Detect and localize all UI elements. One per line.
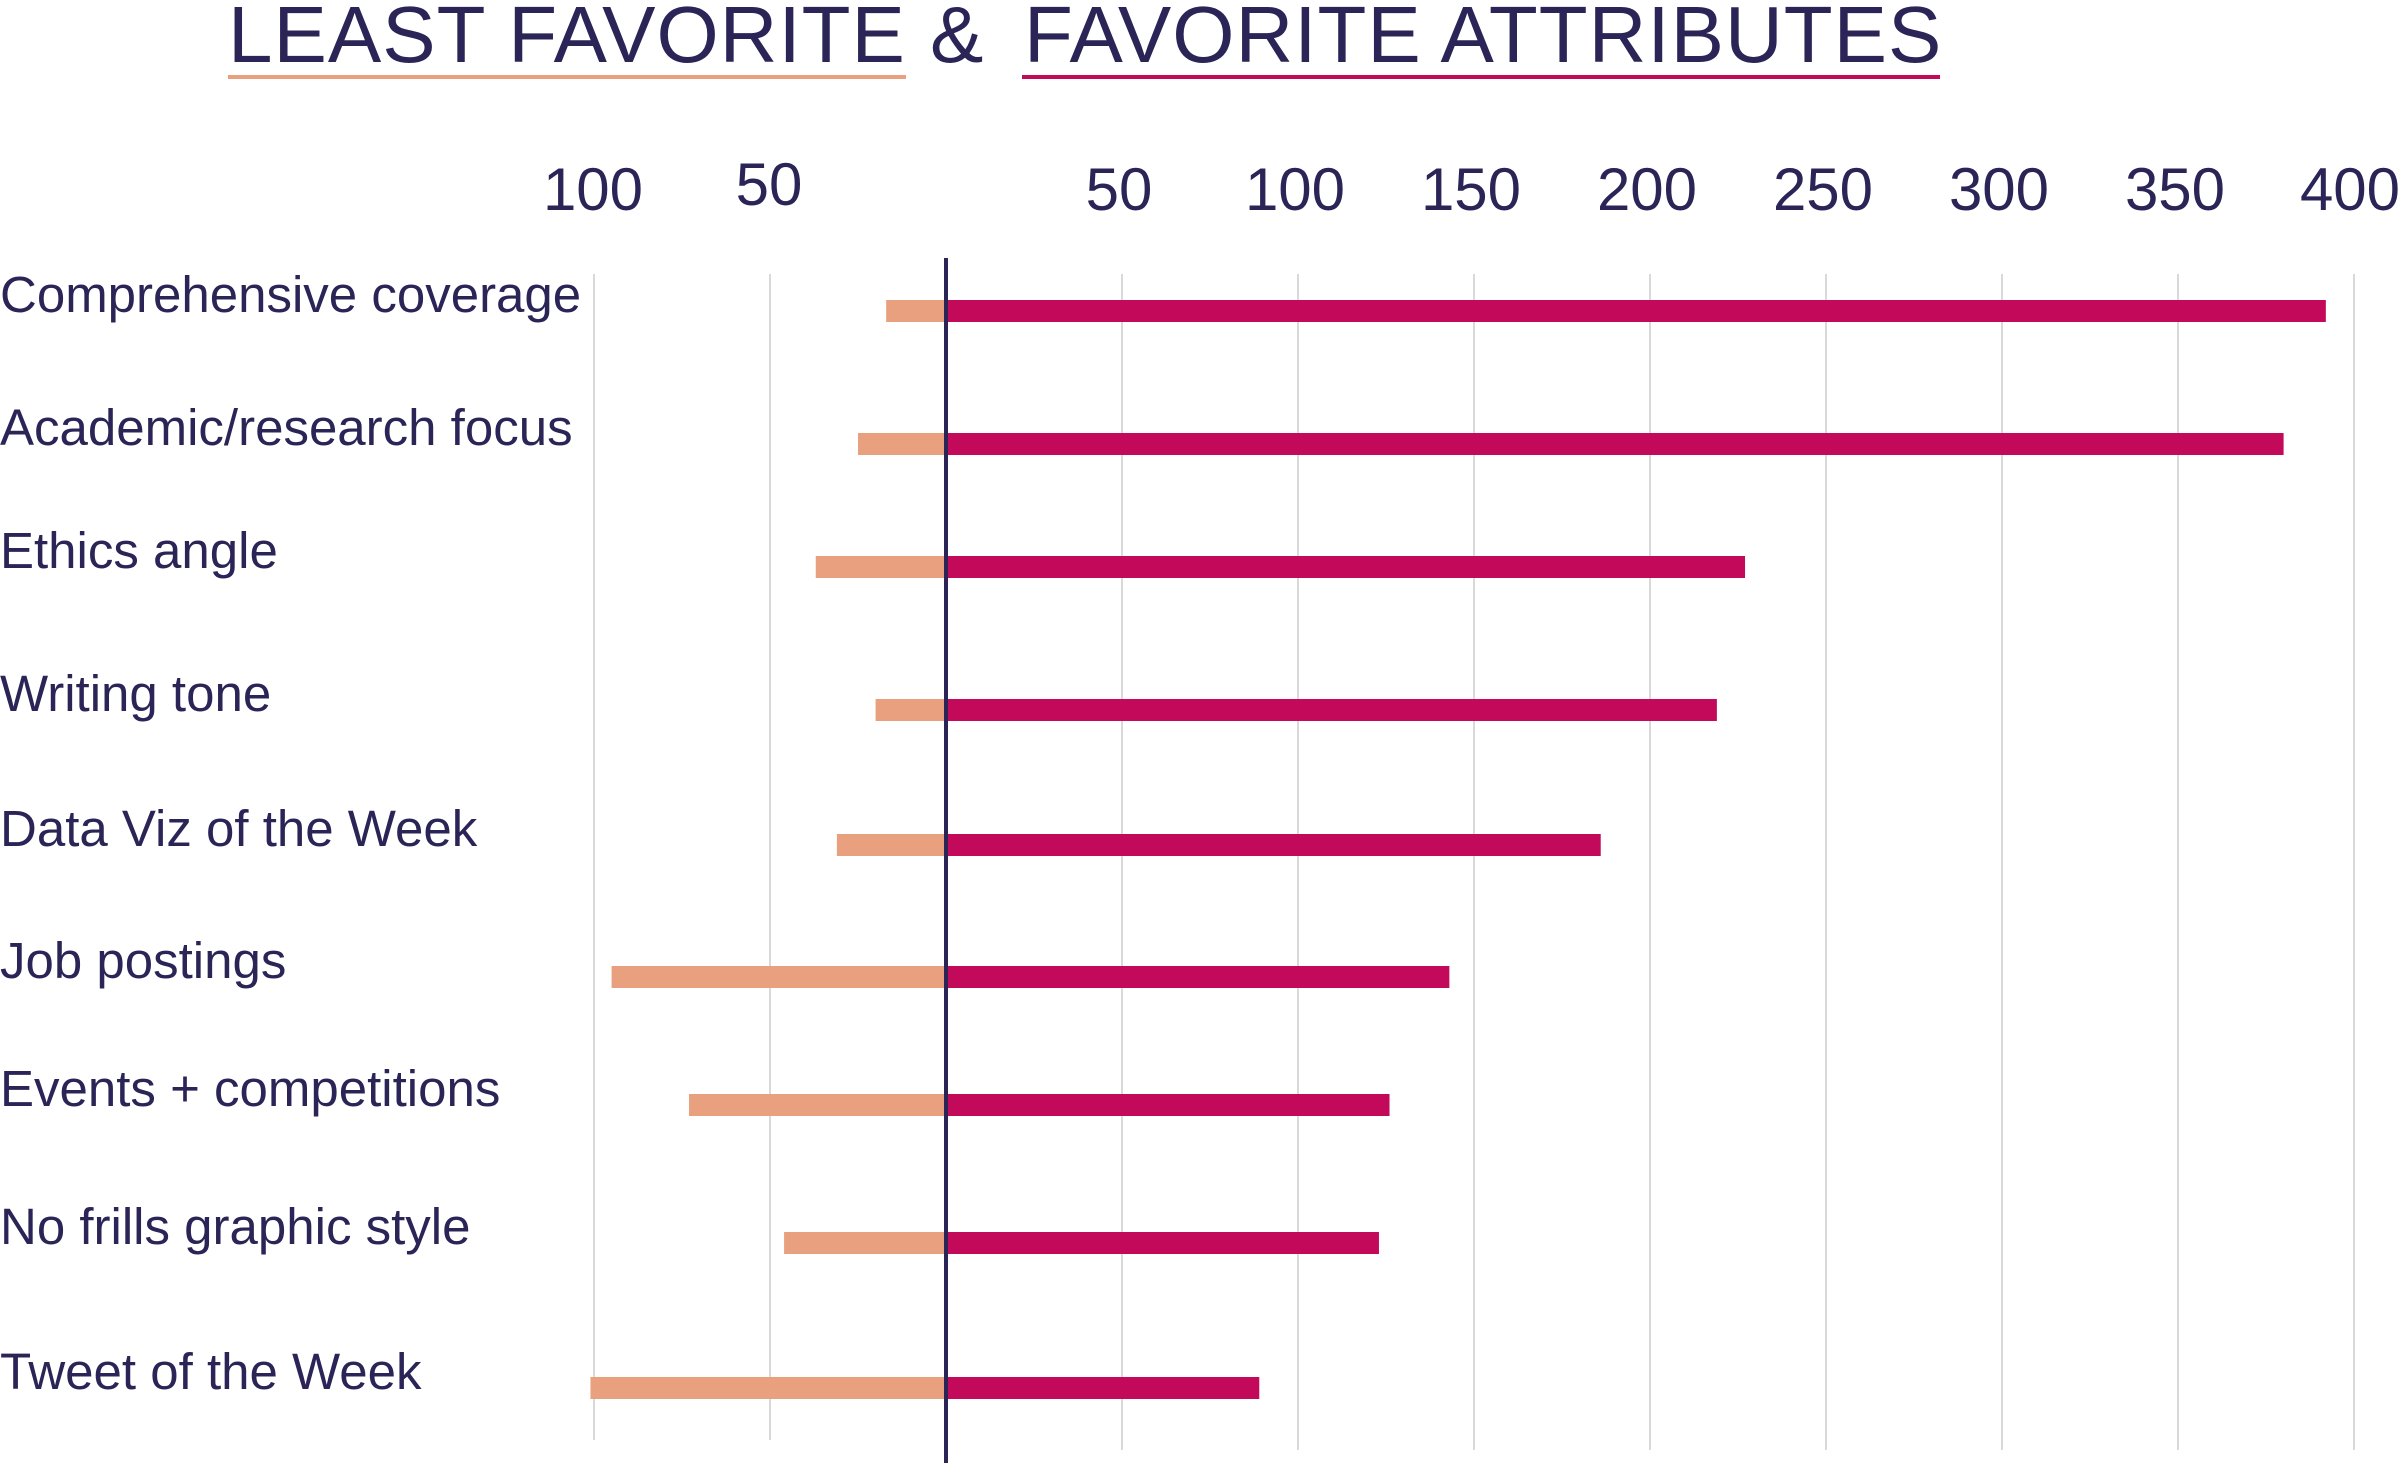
least-favorite-bar [784,1232,946,1254]
category-label: Tweet of the Week [0,1343,422,1400]
least-favorite-bar [858,433,946,455]
right-tick-label: 250 [1773,156,1873,223]
favorite-bar [946,1377,1260,1399]
least-favorite-bar [815,556,946,578]
least-favorite-bar [611,966,946,988]
title-least: LEAST FAVORITE [228,0,906,79]
grid-lines [593,274,2355,1450]
right-tick-label: 150 [1421,156,1521,223]
favorite-bar [946,966,1450,988]
category-label: Comprehensive coverage [0,266,581,323]
favorite-bar [946,1232,1379,1254]
right-tick-label: 300 [1949,156,2049,223]
favorite-bar [946,1094,1390,1116]
category-label: No frills graphic style [0,1198,470,1255]
favorite-bar [946,699,1717,721]
right-axis-ticks: 50 100 150 200 250 300 350 400 [1086,156,2400,223]
favorite-bar [946,834,1601,856]
favorite-bar [946,300,2326,322]
bars [590,300,2326,1399]
category-label: Data Viz of the Week [0,800,478,857]
right-tick-label: 350 [2125,156,2225,223]
right-tick-label: 50 [1086,156,1153,223]
title-ampersand: & [930,0,984,79]
least-favorite-bar [886,300,946,322]
least-favorite-bar [689,1094,946,1116]
right-tick-label: 200 [1597,156,1697,223]
category-label: Events + competitions [0,1060,500,1117]
right-tick-label: 100 [1245,156,1345,223]
left-tick-label: 100 [543,156,643,223]
least-favorite-bar [875,699,946,721]
least-favorite-bar [590,1377,946,1399]
category-label: Academic/research focus [0,399,573,456]
least-favorite-bar [836,834,946,856]
left-axis-ticks: 100 50 [543,151,802,223]
category-label: Writing tone [0,665,271,722]
title-favorite: FAVORITE ATTRIBUTES [1024,0,1942,79]
category-label: Job postings [0,932,286,989]
left-tick-label: 50 [736,151,803,218]
category-labels: Comprehensive coverage Academic/research … [0,266,581,1400]
favorite-bar [946,556,1746,578]
right-tick-label: 400 [2300,156,2400,223]
category-label: Ethics angle [0,522,278,579]
favorite-bar [946,433,2284,455]
